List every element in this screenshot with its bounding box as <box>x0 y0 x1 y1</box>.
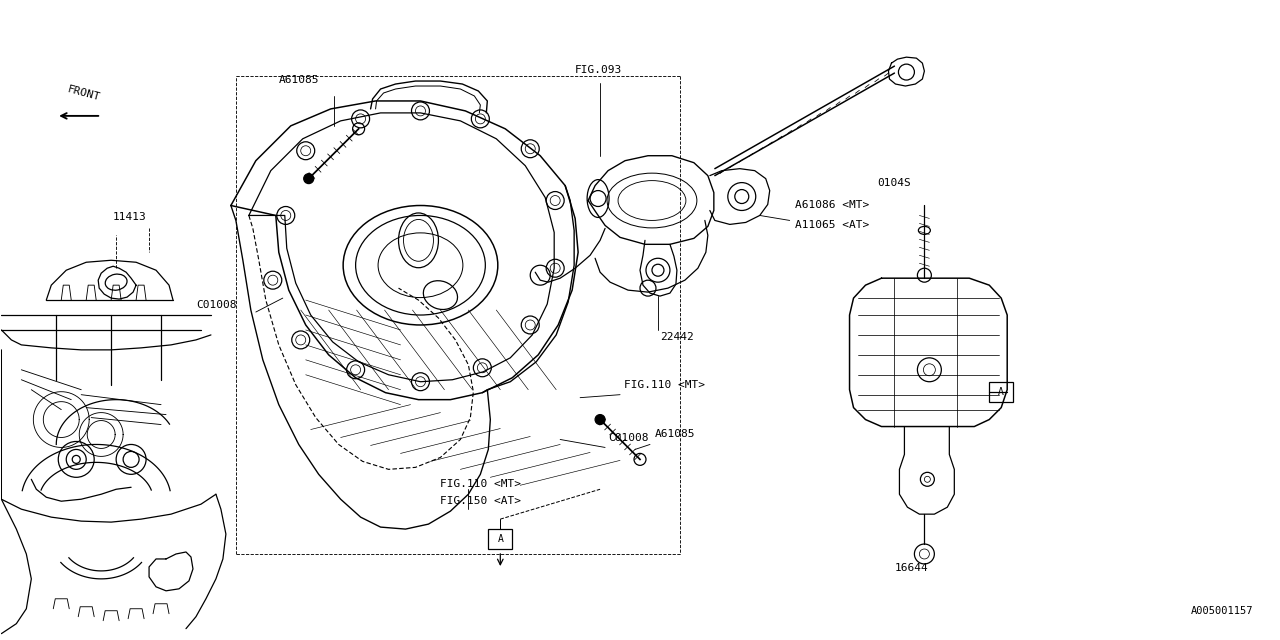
Text: C01008: C01008 <box>196 300 237 310</box>
Circle shape <box>303 173 314 184</box>
Text: A61086 <MT>: A61086 <MT> <box>795 200 869 211</box>
Text: A11065 <AT>: A11065 <AT> <box>795 220 869 230</box>
Text: FIG.110 <MT>: FIG.110 <MT> <box>440 479 521 489</box>
Text: FIG.150 <AT>: FIG.150 <AT> <box>440 496 521 506</box>
Text: A: A <box>498 534 503 544</box>
Text: C01008: C01008 <box>608 433 649 444</box>
Text: 0104S: 0104S <box>878 177 911 188</box>
Text: 16644: 16644 <box>895 563 928 573</box>
Text: FIG.110 <MT>: FIG.110 <MT> <box>625 380 705 390</box>
Text: A005001157: A005001157 <box>1192 605 1253 616</box>
Text: 22442: 22442 <box>660 332 694 342</box>
Text: A: A <box>998 387 1004 397</box>
Text: A61085: A61085 <box>279 75 319 85</box>
Text: FRONT: FRONT <box>67 84 101 103</box>
Text: FIG.093: FIG.093 <box>575 65 622 75</box>
Text: 11413: 11413 <box>113 212 147 223</box>
Circle shape <box>595 415 605 424</box>
Text: A61085: A61085 <box>655 429 695 440</box>
